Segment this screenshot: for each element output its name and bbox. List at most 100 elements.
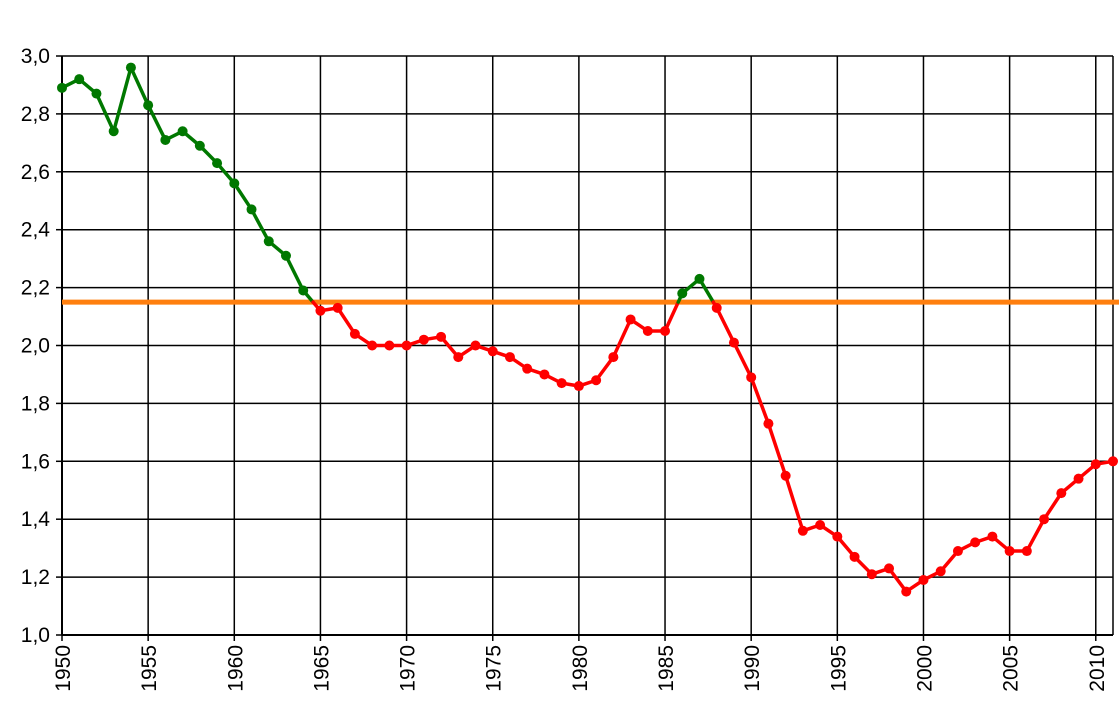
- x-tick-label: 1985: [655, 645, 678, 692]
- data-point: [918, 574, 929, 585]
- series-points: [57, 62, 1118, 597]
- data-point: [1021, 546, 1032, 557]
- series-segment: [714, 306, 736, 345]
- series-segment: [94, 91, 116, 134]
- series-segment: [749, 375, 771, 426]
- data-point: [849, 551, 860, 562]
- x-tick-label: 2005: [1000, 645, 1023, 692]
- series-segment: [146, 103, 168, 142]
- data-point: [212, 158, 223, 169]
- data-point: [711, 302, 722, 313]
- data-point: [539, 369, 550, 380]
- x-tick-label: 1950: [52, 645, 75, 692]
- data-point: [642, 326, 653, 337]
- data-point: [832, 531, 843, 542]
- data-point: [1090, 459, 1101, 470]
- y-tick-label: 1,2: [21, 566, 50, 589]
- data-point: [332, 302, 343, 313]
- series-segment: [1025, 517, 1046, 553]
- series-segment: [129, 65, 150, 107]
- y-tick-label: 3,0: [21, 45, 50, 68]
- data-point: [1073, 473, 1084, 484]
- series-segment: [335, 306, 357, 336]
- data-point: [763, 418, 774, 429]
- data-point: [901, 586, 912, 597]
- data-point: [194, 140, 205, 151]
- data-point: [487, 346, 498, 357]
- data-point: [436, 331, 447, 342]
- x-tick-label: 1955: [138, 645, 161, 692]
- x-tick-label: 1995: [827, 645, 850, 692]
- data-point: [970, 537, 981, 548]
- x-tick-label: 1965: [310, 645, 333, 692]
- x-tick-label: 2010: [1086, 645, 1109, 692]
- x-tick-label: 1970: [397, 645, 420, 692]
- data-point: [625, 314, 636, 325]
- data-point: [573, 381, 584, 392]
- data-point: [280, 250, 291, 261]
- y-tick-label: 1,4: [21, 508, 51, 531]
- data-point: [246, 204, 257, 215]
- data-point: [91, 88, 102, 99]
- data-point: [1108, 456, 1118, 467]
- data-point: [780, 470, 791, 481]
- data-point: [866, 569, 877, 580]
- series-segment: [284, 254, 305, 293]
- y-tick-label: 2,8: [21, 103, 50, 126]
- axes: [56, 55, 1113, 641]
- data-point: [125, 62, 136, 73]
- data-point: [677, 288, 688, 299]
- data-point: [349, 328, 360, 339]
- data-point: [591, 375, 602, 386]
- data-point: [935, 566, 946, 577]
- data-point: [143, 100, 154, 111]
- data-point: [694, 273, 705, 284]
- data-point: [177, 126, 188, 137]
- series-segment: [766, 421, 788, 478]
- data-point: [229, 178, 240, 189]
- series-segment: [232, 181, 254, 212]
- data-point: [57, 82, 67, 93]
- y-tick-label: 2,4: [21, 219, 51, 242]
- series-segments: [60, 65, 1115, 594]
- series-segment: [663, 300, 681, 333]
- y-tick-label: 1,0: [21, 624, 50, 647]
- x-tick-label: 2000: [913, 645, 936, 692]
- y-tick-label: 1,8: [21, 392, 50, 415]
- data-point: [987, 531, 998, 542]
- data-point: [797, 525, 808, 536]
- data-point: [453, 352, 464, 363]
- data-point: [470, 340, 481, 351]
- series-segment: [1042, 491, 1064, 521]
- data-point: [746, 372, 757, 383]
- data-point: [504, 352, 515, 363]
- y-tick-label: 2,6: [21, 161, 50, 184]
- data-point: [952, 546, 963, 557]
- y-tick-label: 2,2: [21, 277, 50, 300]
- data-point: [160, 134, 171, 145]
- data-point: [884, 563, 895, 574]
- x-tick-label: 1960: [224, 645, 247, 692]
- data-point: [401, 340, 412, 351]
- data-point: [1004, 546, 1015, 557]
- series-segment: [732, 340, 753, 380]
- data-point: [728, 337, 739, 348]
- data-point: [384, 340, 395, 351]
- series-segment: [249, 207, 271, 244]
- x-tick-label: 1975: [483, 645, 506, 692]
- data-point: [556, 378, 567, 389]
- data-point: [367, 340, 378, 351]
- y-tick-label: 2,0: [21, 335, 50, 358]
- data-point: [315, 305, 326, 316]
- data-point: [1056, 488, 1067, 499]
- data-point: [298, 285, 309, 296]
- data-point: [522, 363, 533, 374]
- series-segment: [111, 65, 133, 134]
- x-tick-label: 1980: [569, 645, 592, 692]
- x-tick-labels: 1950 1955 1960 1965 1970 1975 1980 1985 1990 1995…: [52, 645, 1109, 692]
- y-tick-label: 1,6: [21, 450, 50, 473]
- data-point: [108, 126, 119, 137]
- data-point: [418, 334, 429, 345]
- x-tick-label: 1990: [741, 645, 764, 692]
- data-point: [608, 352, 619, 363]
